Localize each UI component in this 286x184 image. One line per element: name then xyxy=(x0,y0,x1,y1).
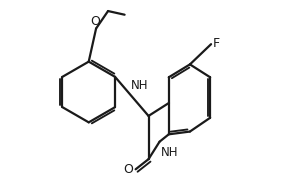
Text: O: O xyxy=(90,15,100,28)
Text: NH: NH xyxy=(160,146,178,159)
Text: NH: NH xyxy=(131,79,148,92)
Text: O: O xyxy=(123,163,133,176)
Text: F: F xyxy=(212,37,220,50)
